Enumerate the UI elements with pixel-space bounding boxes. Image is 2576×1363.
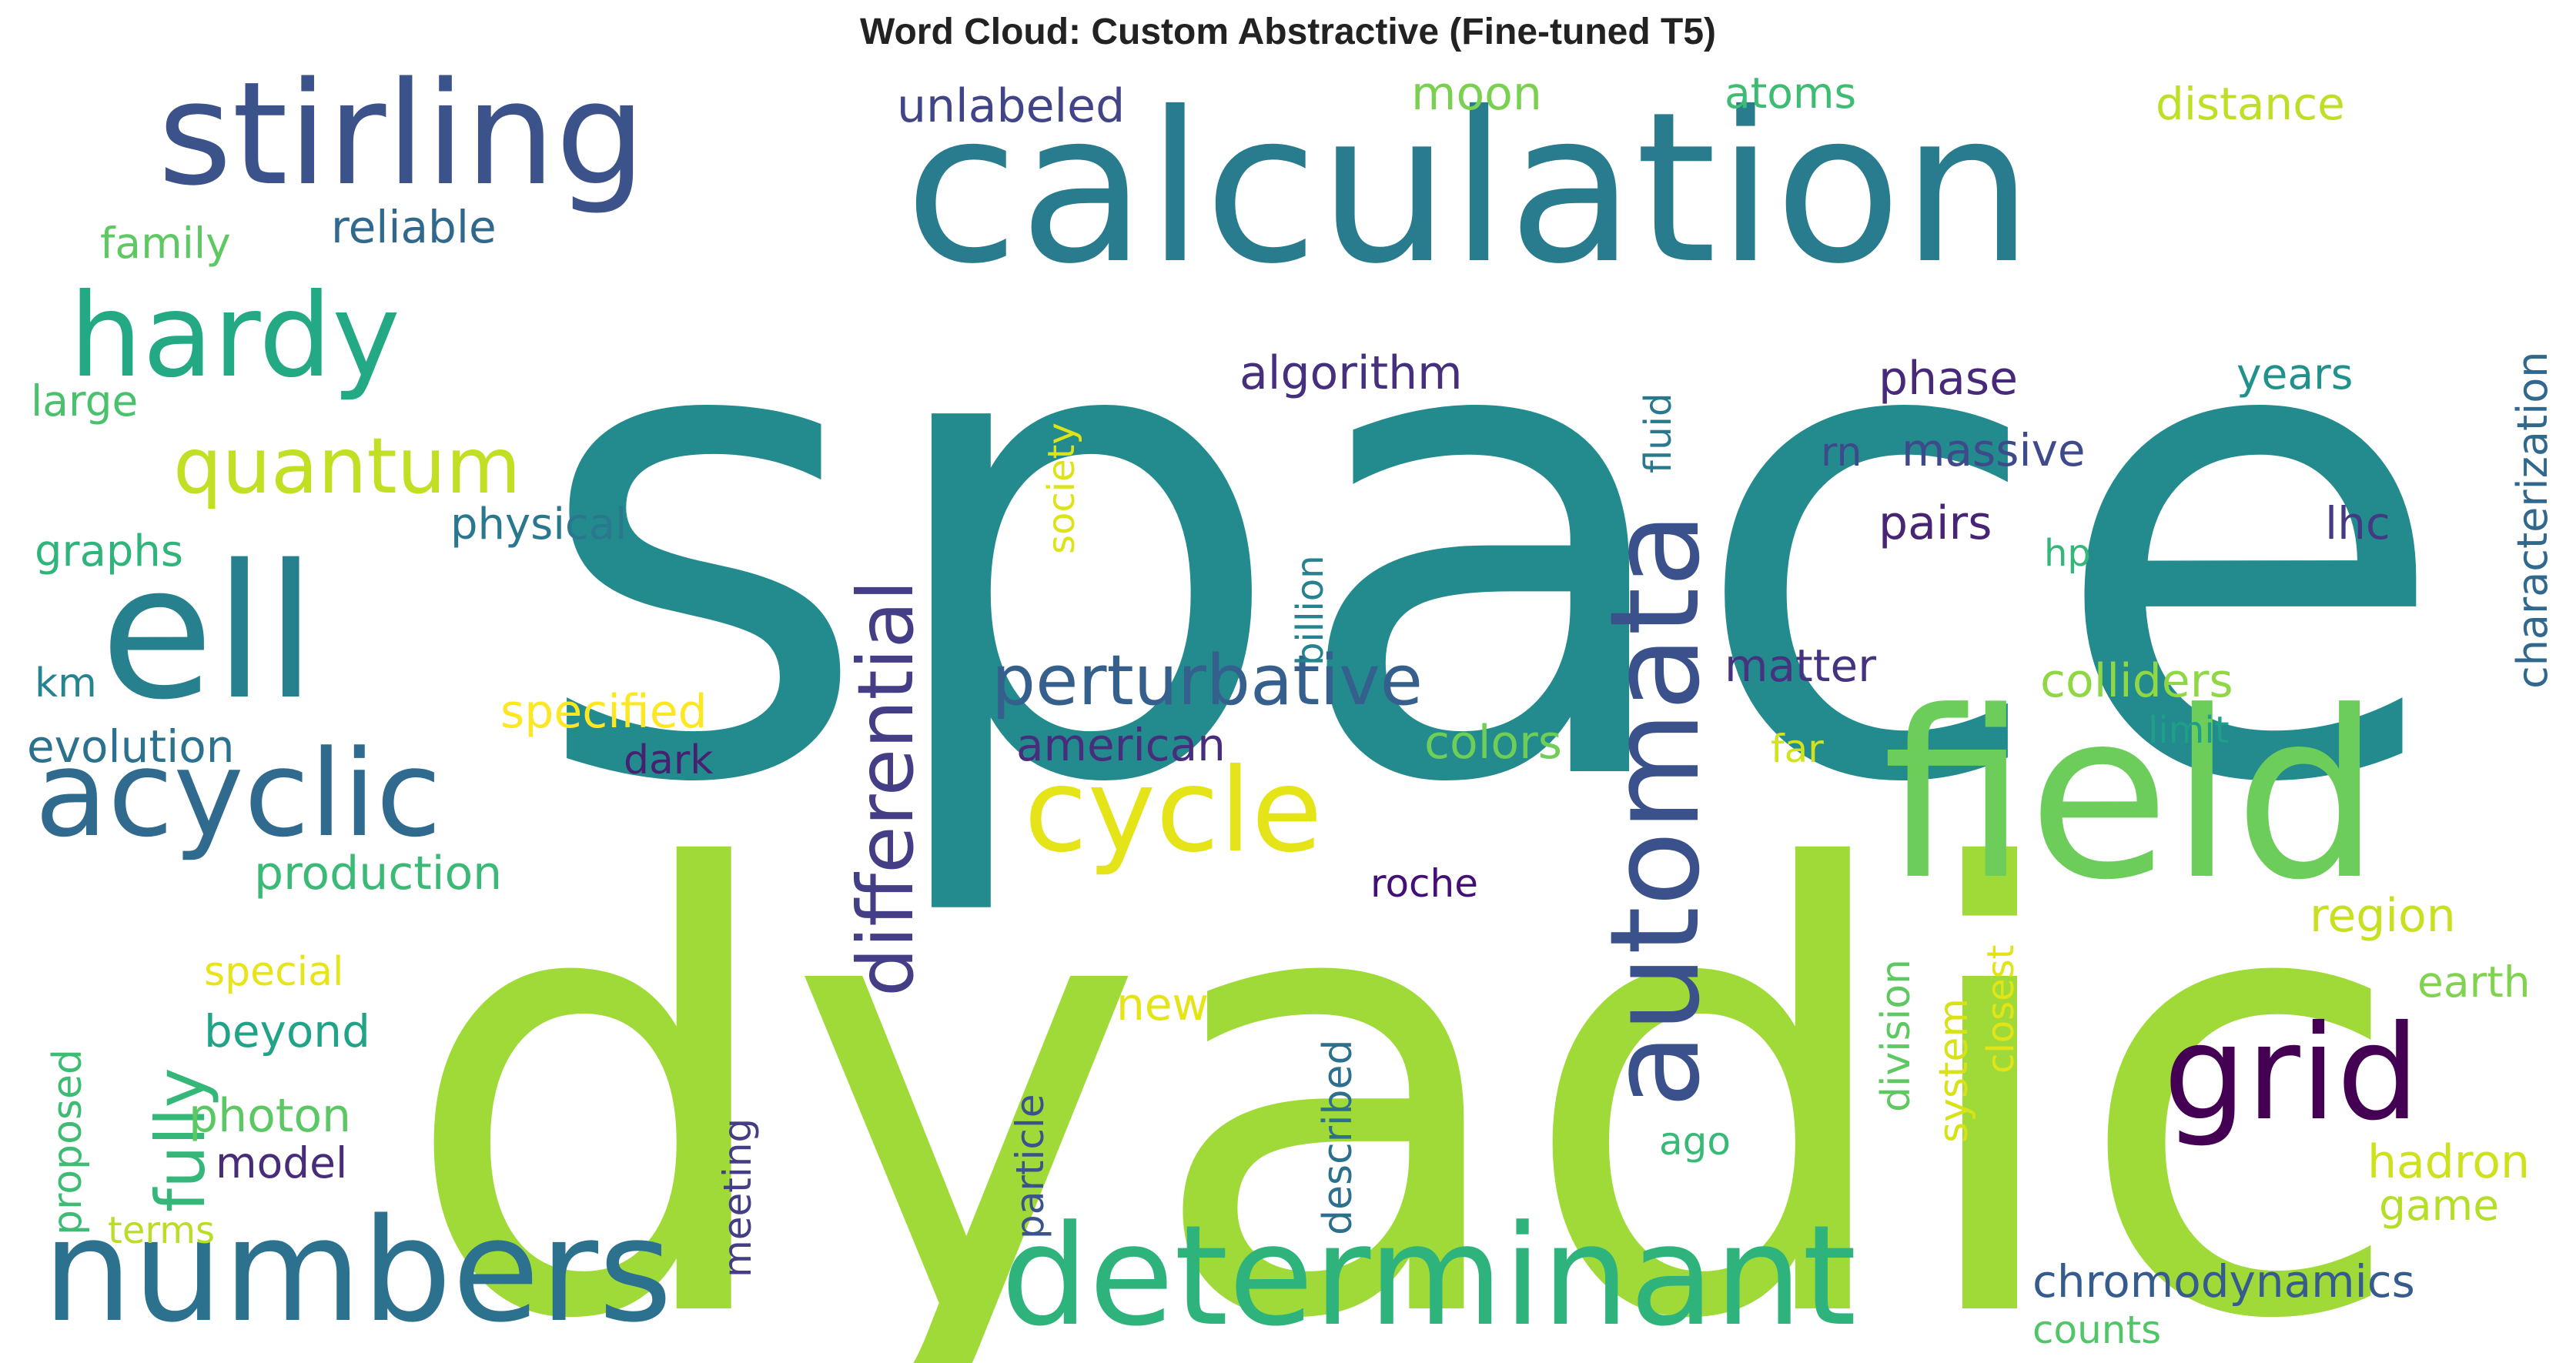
word-family: family — [100, 219, 231, 268]
word-space: space — [531, 165, 2451, 926]
word-phase: phase — [1878, 352, 2018, 406]
word-special: special — [204, 949, 343, 995]
word-cycle: cycle — [1024, 744, 1323, 878]
word-years: years — [2236, 349, 2353, 399]
word-dyadic: dyadic — [400, 745, 2408, 1363]
word-quantum: quantum — [173, 421, 521, 511]
word-characterization: characterization — [2508, 352, 2557, 689]
word-lhc: lhc — [2325, 497, 2390, 550]
word-large: large — [31, 376, 138, 426]
word-calculation: calculation — [905, 67, 2033, 309]
word-ago: ago — [1659, 1119, 1731, 1164]
word-physical: physical — [450, 499, 627, 550]
word-matter: matter — [1725, 640, 1876, 692]
word-division: division — [1873, 959, 1919, 1112]
word-production: production — [254, 847, 502, 900]
word-game: game — [2379, 1181, 2499, 1230]
word-society: society — [1040, 423, 1083, 554]
word-region: region — [2310, 889, 2456, 943]
word-specified: specified — [500, 685, 708, 739]
word-closest: closest — [1979, 945, 2022, 1074]
word-perturbative: perturbative — [992, 640, 1423, 721]
word-stirling: stirling — [158, 51, 646, 217]
word-meeting: meeting — [715, 1118, 760, 1278]
word-american: american — [1016, 719, 1226, 771]
word-reliable: reliable — [331, 201, 497, 253]
word-hardy: hardy — [69, 269, 400, 403]
word-graphs: graphs — [35, 526, 183, 576]
word-automata: automata — [1583, 512, 1727, 1108]
word-km: km — [35, 660, 97, 707]
word-massive: massive — [1902, 424, 2086, 476]
word-moon: moon — [1411, 67, 1542, 121]
word-proposed: proposed — [45, 1049, 91, 1235]
word-distance: distance — [2156, 78, 2345, 130]
word-roche: roche — [1370, 861, 1478, 906]
word-billion: billion — [1289, 555, 1332, 666]
word-photon: photon — [189, 1089, 351, 1143]
word-earth: earth — [2417, 957, 2531, 1007]
word-numbers: numbers — [42, 1188, 672, 1354]
word-unlabeled: unlabeled — [897, 79, 1125, 133]
word-colors: colors — [1424, 716, 1562, 770]
word-algorithm: algorithm — [1239, 346, 1463, 400]
word-terms: terms — [108, 1209, 215, 1252]
word-model: model — [216, 1138, 347, 1188]
word-dark: dark — [624, 737, 713, 783]
word-determinant: determinant — [1001, 1196, 1857, 1357]
word-rn: rn — [1821, 429, 1862, 476]
word-fluid: fluid — [1637, 393, 1680, 473]
word-evolution: evolution — [27, 720, 234, 773]
chart-title: Word Cloud: Custom Abstractive (Fine-tun… — [860, 12, 1716, 52]
word-counts: counts — [2032, 1308, 2161, 1352]
word-acyclic: acyclic — [35, 724, 442, 864]
word-atoms: atoms — [1725, 68, 1856, 118]
word-pairs: pairs — [1878, 496, 1992, 550]
word-differential: differential — [841, 580, 931, 997]
word-hadron: hadron — [2367, 1135, 2530, 1189]
word-particle: particle — [1008, 1094, 1052, 1239]
word-beyond: beyond — [204, 1005, 370, 1057]
word-colliders: colliders — [2040, 654, 2233, 708]
word-ell: ell — [100, 525, 316, 740]
word-far: far — [1771, 727, 1824, 771]
word-hp: hp — [2044, 532, 2091, 575]
word-chromodynamics: chromodynamics — [2032, 1255, 2415, 1308]
word-limit: limit — [2148, 709, 2230, 752]
word-grid: grid — [2163, 997, 2420, 1150]
word-field: field — [1882, 662, 2380, 930]
word-new: new — [1116, 978, 1209, 1031]
word-system: system — [1931, 998, 1977, 1143]
word-described: described — [1315, 1039, 1361, 1235]
word-fully: fully — [141, 1067, 220, 1212]
